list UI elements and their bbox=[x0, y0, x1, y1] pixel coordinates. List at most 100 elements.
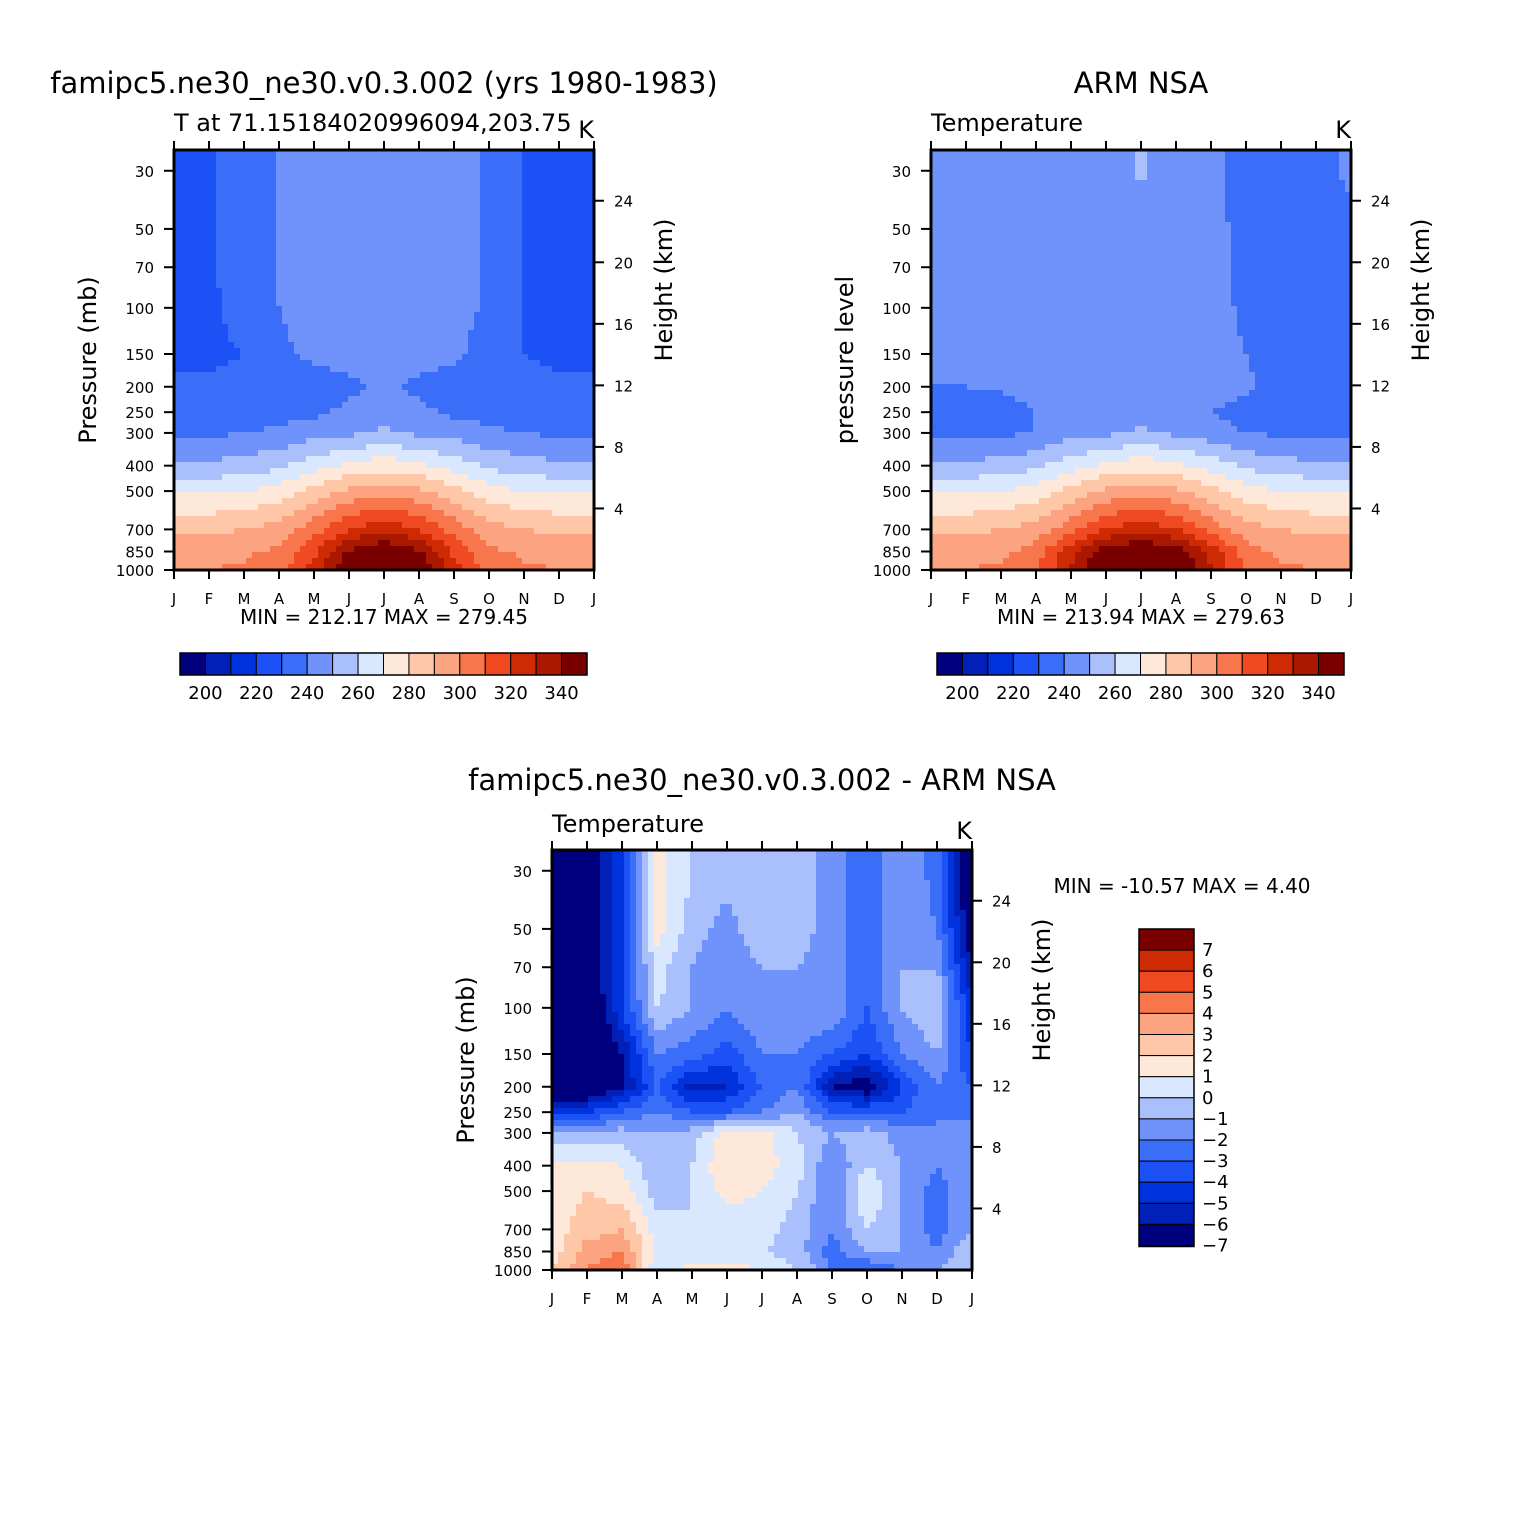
contour-cell bbox=[360, 402, 367, 409]
contour-cell bbox=[270, 504, 277, 511]
contour-cell bbox=[264, 306, 271, 313]
contour-cell bbox=[570, 162, 577, 169]
contour-cell bbox=[264, 216, 271, 223]
contour-cell bbox=[528, 378, 535, 385]
contour-cell bbox=[186, 264, 193, 271]
contour-cell bbox=[354, 324, 361, 331]
contour-cell bbox=[282, 348, 289, 355]
contour-cell bbox=[486, 534, 493, 541]
contour-cell bbox=[204, 228, 211, 235]
contour-cell bbox=[216, 294, 223, 301]
contour-cell bbox=[474, 222, 481, 229]
contour-cell bbox=[342, 294, 349, 301]
contour-cell bbox=[558, 192, 565, 199]
contour-cell bbox=[204, 288, 211, 295]
contour-cell bbox=[408, 270, 415, 277]
contour-cell bbox=[264, 198, 271, 205]
contour-cell bbox=[180, 204, 187, 211]
contour-cell bbox=[546, 510, 553, 517]
contour-cell bbox=[588, 438, 595, 445]
contour-cell bbox=[444, 168, 451, 175]
contour-cell bbox=[588, 510, 595, 517]
contour-cell bbox=[498, 510, 505, 517]
contour-cell bbox=[222, 480, 229, 487]
contour-cell bbox=[486, 348, 493, 355]
contour-cell bbox=[378, 360, 385, 367]
contour-cell bbox=[252, 264, 259, 271]
contour-cell bbox=[222, 246, 229, 253]
contour-cell bbox=[576, 252, 583, 259]
contour-cell bbox=[456, 216, 463, 223]
contour-cell bbox=[378, 432, 385, 439]
contour-cell bbox=[588, 258, 595, 265]
contour-cell bbox=[306, 552, 313, 559]
contour-cell bbox=[204, 426, 211, 433]
contour-cell bbox=[486, 498, 493, 505]
contour-cell bbox=[582, 366, 589, 373]
contour-cell bbox=[402, 444, 409, 451]
contour-cell bbox=[180, 156, 187, 163]
contour-cell bbox=[300, 348, 307, 355]
contour-cell bbox=[198, 174, 205, 181]
panel-subtitle: T at 71.15184020996094,203.75 bbox=[173, 109, 572, 137]
contour-cell bbox=[576, 354, 583, 361]
contour-cell bbox=[534, 234, 541, 241]
contour-cell bbox=[312, 540, 319, 547]
contour-cell bbox=[324, 366, 331, 373]
contour-cell bbox=[426, 204, 433, 211]
contour-cell bbox=[234, 282, 241, 289]
contour-cell bbox=[216, 552, 223, 559]
contour-cell bbox=[222, 318, 229, 325]
contour-cell bbox=[414, 492, 421, 499]
contour-cell bbox=[270, 306, 277, 313]
contour-cell bbox=[294, 342, 301, 349]
contour-cell bbox=[546, 486, 553, 493]
contour-cell bbox=[174, 552, 181, 559]
contour-cell bbox=[570, 552, 577, 559]
x-tick-label: S bbox=[449, 590, 459, 608]
contour-cell bbox=[204, 348, 211, 355]
contour-cell bbox=[312, 360, 319, 367]
contour-cell bbox=[198, 426, 205, 433]
contour-cell bbox=[294, 534, 301, 541]
contour-cell bbox=[366, 414, 373, 421]
contour-cell bbox=[540, 288, 547, 295]
contour-cell bbox=[288, 156, 295, 163]
contour-cell bbox=[324, 468, 331, 475]
contour-cell bbox=[336, 402, 343, 409]
contour-cell bbox=[312, 444, 319, 451]
contour-cell bbox=[510, 216, 517, 223]
contour-cell bbox=[408, 288, 415, 295]
contour-cell bbox=[276, 558, 283, 565]
contour-cell bbox=[498, 444, 505, 451]
contour-cell bbox=[366, 444, 373, 451]
contour-cell bbox=[390, 162, 397, 169]
contour-cell bbox=[570, 150, 577, 157]
contour-cell bbox=[336, 282, 343, 289]
contour-cell bbox=[372, 444, 379, 451]
contour-cell bbox=[504, 366, 511, 373]
contour-cell bbox=[354, 162, 361, 169]
contour-cell bbox=[360, 444, 367, 451]
contour-cell bbox=[570, 546, 577, 553]
contour-cell bbox=[258, 540, 265, 547]
contour-cell bbox=[174, 408, 181, 415]
contour-cell bbox=[420, 336, 427, 343]
contour-cell bbox=[174, 492, 181, 499]
contour-cell bbox=[588, 468, 595, 475]
contour-cell bbox=[402, 204, 409, 211]
contour-cell bbox=[336, 396, 343, 403]
contour-cell bbox=[240, 474, 247, 481]
contour-cell bbox=[552, 372, 559, 379]
contour-cell bbox=[276, 354, 283, 361]
contour-cell bbox=[330, 216, 337, 223]
contour-cell bbox=[504, 210, 511, 217]
contour-cell bbox=[234, 216, 241, 223]
contour-cell bbox=[456, 234, 463, 241]
contour-cell bbox=[354, 342, 361, 349]
contour-cell bbox=[300, 396, 307, 403]
contour-cell bbox=[378, 252, 385, 259]
contour-cell bbox=[342, 342, 349, 349]
contour-cell bbox=[348, 492, 355, 499]
contour-cell bbox=[180, 480, 187, 487]
